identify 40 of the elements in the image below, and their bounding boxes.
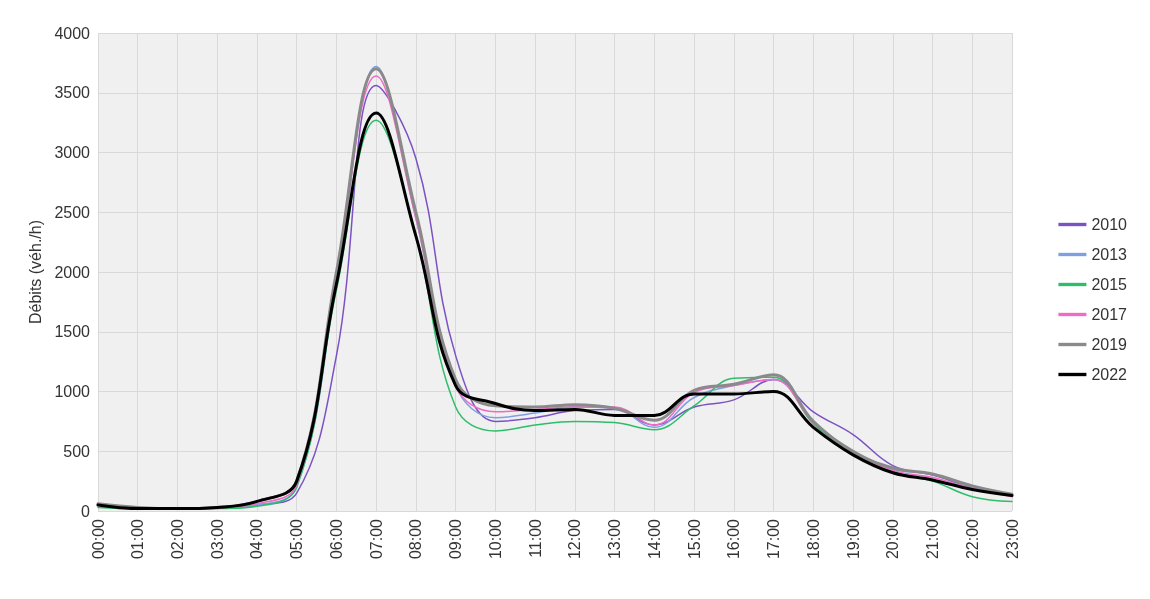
x-tick-label: 03:00 — [208, 518, 226, 560]
x-tick-label: 16:00 — [725, 518, 743, 560]
x-tick-label: 10:00 — [486, 518, 504, 560]
x-tick-label: 08:00 — [407, 518, 425, 560]
y-tick-label: 1000 — [54, 383, 91, 400]
x-tick-label: 17:00 — [765, 518, 783, 560]
x-tick-label: 01:00 — [129, 518, 147, 560]
y-tick-label: 3000 — [54, 144, 91, 161]
legend-label: 2017 — [1091, 306, 1128, 323]
x-tick-label: 05:00 — [288, 518, 306, 560]
x-tick-label: 11:00 — [526, 518, 544, 558]
legend-label: 2013 — [1091, 246, 1128, 263]
legend-label: 2010 — [1091, 216, 1128, 233]
x-tick-label: 19:00 — [844, 518, 862, 560]
y-tick-label: 4000 — [54, 24, 91, 42]
legend-label: 2022 — [1091, 366, 1128, 383]
legend-label: 2019 — [1091, 336, 1128, 353]
x-tick-label: 18:00 — [804, 518, 822, 560]
x-tick-label: 07:00 — [367, 518, 385, 560]
x-tick-label: 13:00 — [606, 518, 624, 560]
x-tick-label: 09:00 — [447, 518, 465, 560]
x-tick-label: 23:00 — [1003, 518, 1021, 560]
x-tick-label: 22:00 — [963, 518, 981, 560]
x-tick-label: 15:00 — [685, 518, 703, 560]
x-tick-label: 20:00 — [884, 518, 902, 560]
x-tick-label: 21:00 — [924, 518, 942, 560]
x-tick-label: 04:00 — [248, 518, 266, 560]
y-tick-label: 3500 — [54, 84, 91, 102]
y-tick-label: 2500 — [54, 203, 91, 221]
x-tick-label: 12:00 — [566, 518, 584, 560]
y-tick-label: 0 — [81, 502, 91, 520]
x-tick-label: 02:00 — [168, 518, 186, 560]
x-tick-label: 00:00 — [89, 518, 107, 560]
x-tick-label: 14:00 — [645, 518, 663, 560]
legend-label: 2015 — [1091, 276, 1128, 293]
y-axis-title: Débits (véh./h) — [27, 219, 45, 325]
x-tick-label: 06:00 — [327, 518, 345, 560]
y-tick-label: 500 — [63, 442, 91, 460]
y-tick-label: 1500 — [54, 323, 91, 341]
y-tick-label: 2000 — [54, 263, 91, 281]
